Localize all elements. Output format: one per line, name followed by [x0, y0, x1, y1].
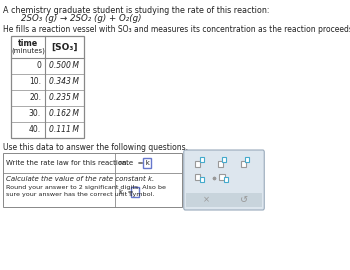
- Bar: [224, 177, 228, 182]
- Text: 0.235 M: 0.235 M: [49, 93, 79, 103]
- Bar: [219, 174, 225, 180]
- Bar: [3, 153, 182, 207]
- Text: (minutes): (minutes): [11, 47, 45, 53]
- Bar: [200, 177, 203, 182]
- Text: 0: 0: [36, 62, 41, 70]
- Text: 0.111 M: 0.111 M: [49, 126, 79, 134]
- Text: 0.500 M: 0.500 M: [49, 62, 79, 70]
- Bar: [143, 158, 151, 168]
- Text: 10.: 10.: [29, 77, 41, 86]
- Text: A chemistry graduate student is studying the rate of this reaction:: A chemistry graduate student is studying…: [3, 6, 270, 15]
- Bar: [12, 36, 84, 138]
- Text: Write the rate law for this reaction.: Write the rate law for this reaction.: [6, 160, 129, 166]
- Bar: [245, 157, 249, 162]
- Text: time: time: [18, 39, 38, 48]
- Text: Round your answer to 2 significant digits. Also be: Round your answer to 2 significant digit…: [6, 185, 166, 190]
- Bar: [223, 157, 226, 162]
- Text: 2SO₃ (g) → 2SO₂ (g) + O₂(g): 2SO₃ (g) → 2SO₂ (g) + O₂(g): [21, 14, 142, 23]
- Bar: [131, 187, 139, 197]
- Bar: [241, 161, 246, 167]
- Text: [SO₃]: [SO₃]: [51, 43, 78, 52]
- Text: 40.: 40.: [29, 126, 41, 134]
- Text: 20.: 20.: [29, 93, 41, 103]
- Text: sure your answer has the correct unit symbol.: sure your answer has the correct unit sy…: [6, 192, 155, 197]
- Text: rate  = k: rate = k: [119, 160, 150, 166]
- Bar: [186, 193, 262, 207]
- Text: ×: ×: [203, 195, 210, 204]
- Text: He fills a reaction vessel with SO₃ and measures its concentration as the reacti: He fills a reaction vessel with SO₃ and …: [3, 25, 350, 34]
- Text: k  =: k =: [119, 189, 134, 195]
- FancyBboxPatch shape: [184, 150, 264, 210]
- Bar: [218, 161, 223, 167]
- Text: 30.: 30.: [29, 110, 41, 119]
- Bar: [195, 174, 201, 180]
- Text: 0.162 M: 0.162 M: [49, 110, 79, 119]
- Text: Calculate the value of the rate constant k.: Calculate the value of the rate constant…: [6, 176, 154, 182]
- Bar: [195, 161, 201, 167]
- Text: Use this data to answer the following questions.: Use this data to answer the following qu…: [3, 143, 188, 152]
- Text: ↺: ↺: [240, 194, 248, 204]
- Bar: [200, 157, 203, 162]
- Text: 0.343 M: 0.343 M: [49, 77, 79, 86]
